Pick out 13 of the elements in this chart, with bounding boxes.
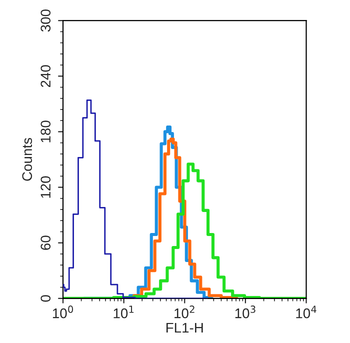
- x-tick-label: 10$^{4}$: [296, 306, 316, 318]
- y-tick-label: 240: [40, 65, 51, 88]
- x-tick-label: 10$^{1}$: [114, 306, 134, 318]
- y-axis-title: Counts: [22, 138, 32, 181]
- x-axis-title: FL1-H: [166, 322, 203, 333]
- x-tick-label: 10$^{0}$: [52, 306, 74, 318]
- x-tick-label: 10$^{2}$: [174, 306, 194, 318]
- y-tick-label: 180: [40, 120, 51, 142]
- y-tick-label: 120: [40, 176, 51, 198]
- x-tick-label: 10$^{3}$: [235, 306, 256, 318]
- y-tick-label: 0: [40, 295, 51, 302]
- y-tick-label: 300: [40, 10, 51, 32]
- y-tick-label: 60: [40, 236, 51, 250]
